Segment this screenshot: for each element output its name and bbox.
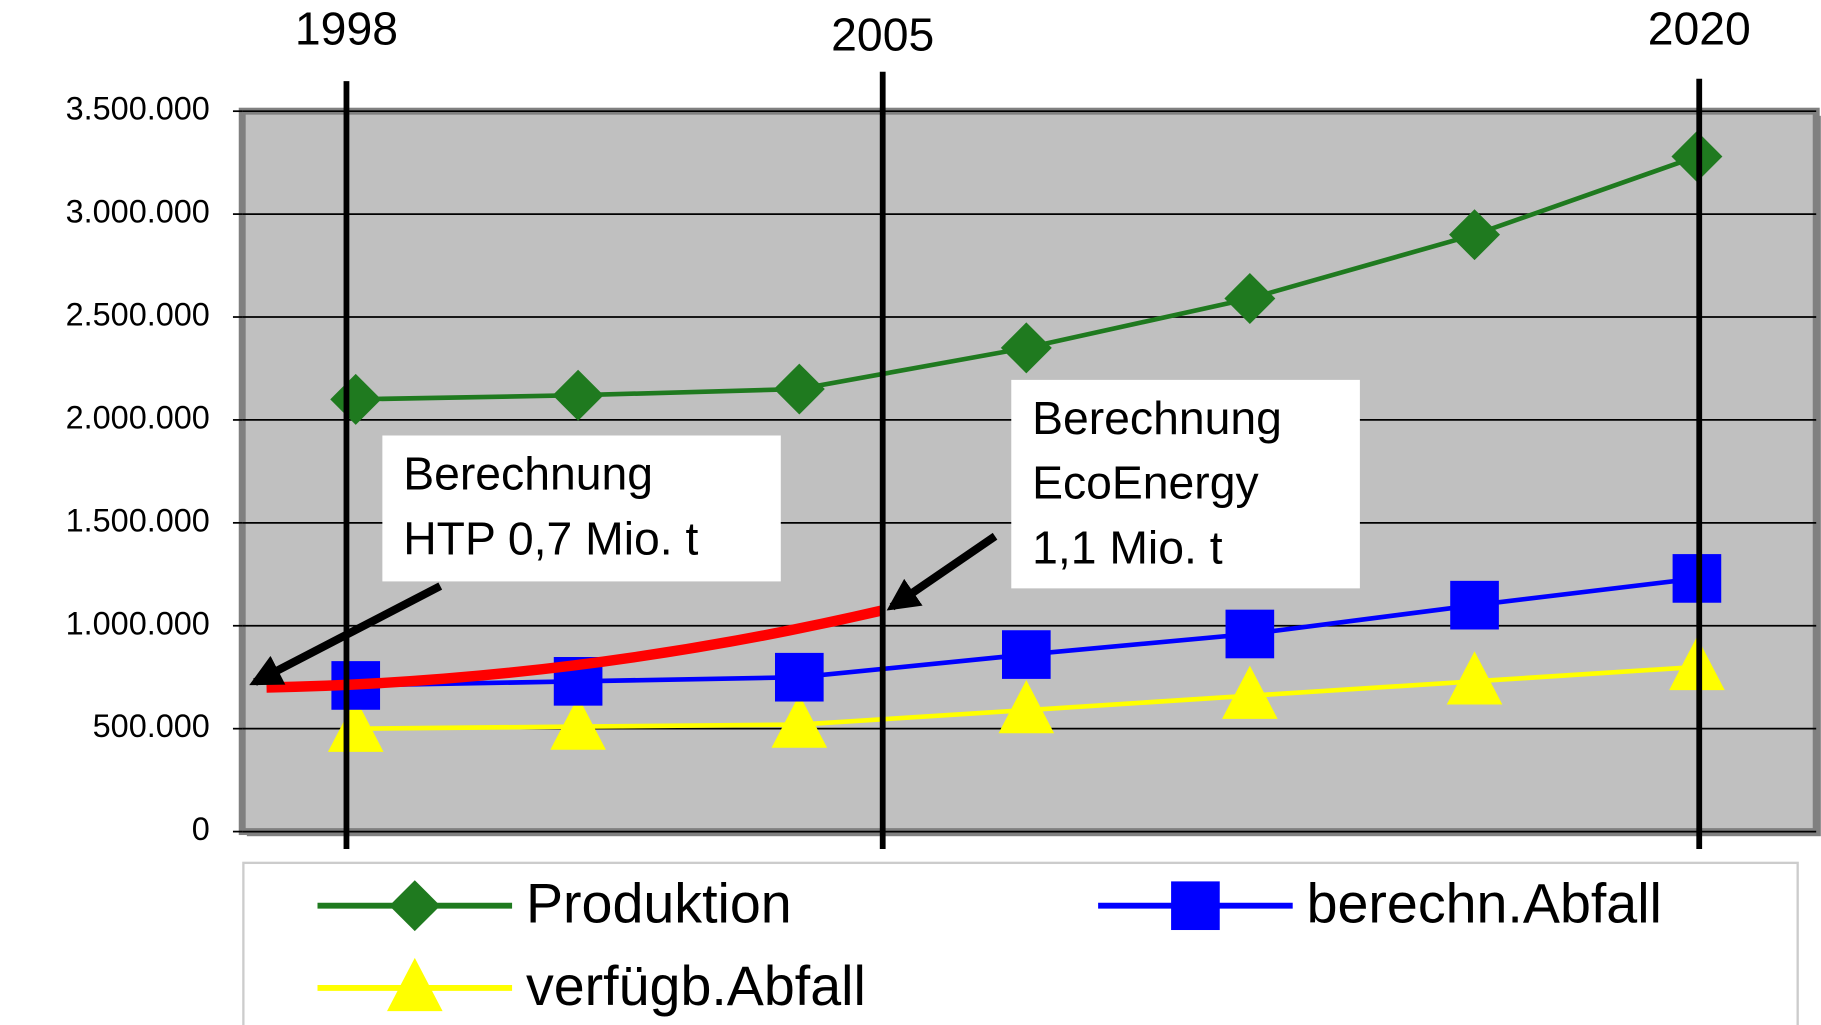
marker [774,652,824,702]
marker [550,696,606,750]
highlight-curve [266,605,884,693]
marker [389,880,441,932]
y-tick-label: 0 [192,811,210,847]
y-tick-label: 3.500.000 [66,91,210,127]
callout-arrow [886,532,998,611]
y-tick-label: 3.000.000 [66,194,210,230]
year-label: 1998 [295,3,398,55]
marker [771,694,828,748]
legend-label: berechn.Abfall [1307,873,1662,935]
marker [1171,881,1220,931]
year-label: 2020 [1648,3,1751,55]
legend-box [242,861,1799,1025]
callout-box [1011,379,1360,589]
callout-text: Berechnung [403,447,653,499]
legend-label: verfügb.Abfall [526,955,866,1017]
y-tick-label: 500.000 [93,708,210,744]
marker [1001,630,1051,679]
y-tick-label: 1.000.000 [66,605,210,641]
callout-text: Berechnung [1032,392,1282,444]
callout-text: EcoEnergy [1032,457,1259,509]
marker [1000,322,1052,374]
y-tick-label: 1.500.000 [66,502,210,538]
marker [1224,273,1276,324]
marker [1450,580,1499,630]
marker [1446,651,1503,705]
marker [1225,609,1275,659]
callout-box [382,435,781,582]
callout-text: HTP 0,7 Mio. t [403,512,698,564]
marker [552,369,604,421]
marker [1449,209,1501,261]
marker [998,680,1055,734]
marker [327,698,384,752]
y-tick-label: 2.000.000 [66,399,210,435]
legend-label: Produktion [526,873,792,935]
callout-arrow [249,582,443,686]
year-label: 2005 [831,8,934,60]
callout-text: 1,1 Mio. t [1032,522,1223,574]
marker [386,957,443,1012]
marker [773,363,825,415]
y-tick-label: 2.500.000 [66,297,210,333]
marker [330,373,382,425]
marker [1222,665,1278,719]
